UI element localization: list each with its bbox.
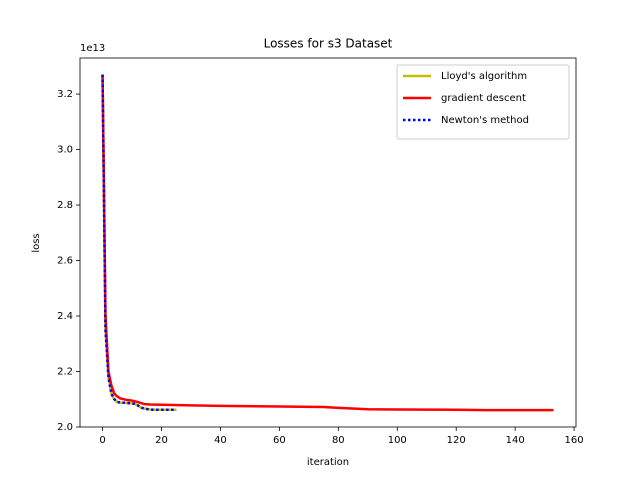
series-line bbox=[101, 74, 177, 412]
legend-label: Lloyd's algorithm bbox=[441, 71, 527, 82]
x-tick-label: 20 bbox=[155, 435, 168, 446]
x-tick-label: 0 bbox=[99, 435, 105, 446]
legend-box bbox=[396, 64, 570, 140]
y-tick-label: 3.2 bbox=[57, 89, 73, 100]
x-tick-label: 80 bbox=[332, 435, 345, 446]
y-offset-label: 1e13 bbox=[80, 43, 105, 54]
series-line bbox=[101, 74, 554, 412]
y-axis-label: loss bbox=[31, 233, 42, 252]
plot-frame bbox=[79, 57, 577, 428]
y-tick-label: 2.0 bbox=[57, 422, 73, 433]
series-line bbox=[101, 74, 177, 412]
x-axis-label: iteration bbox=[307, 457, 349, 468]
legend-label: Newton's method bbox=[441, 115, 529, 126]
x-tick-label: 60 bbox=[273, 435, 286, 446]
legend-label: gradient descent bbox=[441, 93, 526, 104]
y-tick-label: 2.6 bbox=[57, 256, 73, 267]
x-tick-label: 120 bbox=[447, 435, 466, 446]
chart-title: Losses for s3 Dataset bbox=[264, 37, 393, 51]
x-tick-label: 40 bbox=[214, 435, 227, 446]
y-tick-label: 2.4 bbox=[57, 311, 73, 322]
y-tick-label: 2.2 bbox=[57, 367, 73, 378]
y-tick-label: 2.8 bbox=[57, 200, 73, 211]
y-tick-label: 3.0 bbox=[57, 145, 73, 156]
x-tick-label: 100 bbox=[388, 435, 407, 446]
x-tick-label: 160 bbox=[565, 435, 584, 446]
x-tick-label: 140 bbox=[506, 435, 525, 446]
